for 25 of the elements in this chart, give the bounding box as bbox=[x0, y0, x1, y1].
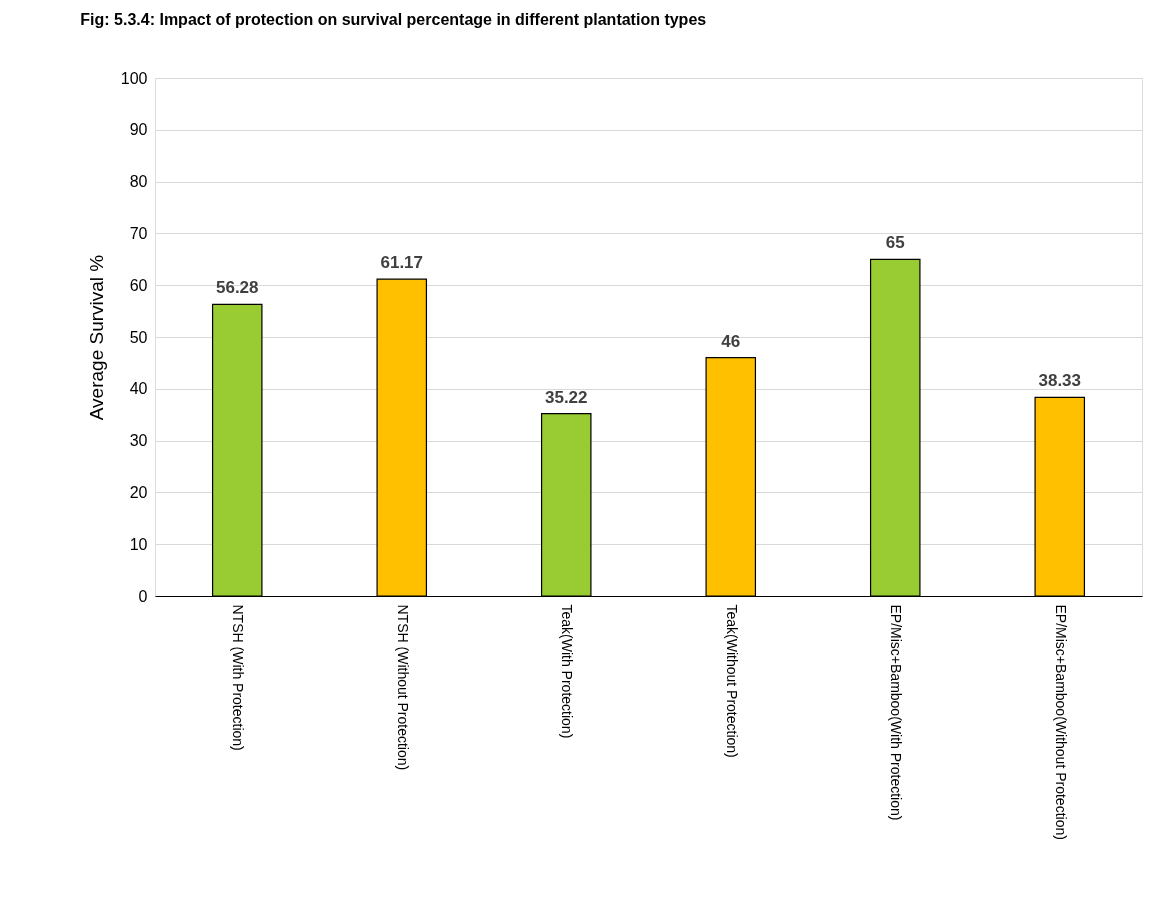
y-tick-label: 80 bbox=[129, 173, 148, 191]
y-tick-label: 0 bbox=[138, 587, 148, 605]
x-tick-label: NTSH (Without Protection) bbox=[394, 604, 411, 771]
data-label: 35.22 bbox=[544, 387, 588, 407]
x-tick-label: Teak(With Protection) bbox=[559, 604, 576, 739]
data-label: 65 bbox=[885, 233, 905, 253]
data-label: 56.28 bbox=[215, 278, 259, 298]
data-label: 61.17 bbox=[380, 253, 424, 273]
y-axis-title: Average Survival % bbox=[85, 254, 107, 421]
data-label: 46 bbox=[721, 331, 741, 351]
y-tick-label: 30 bbox=[129, 432, 148, 450]
x-tick-label: EP/Misc+Bamboo(Without Protection) bbox=[1052, 604, 1069, 840]
x-tick-label: EP/Misc+Bamboo(With Protection) bbox=[888, 604, 905, 821]
y-tick-label: 60 bbox=[129, 276, 148, 294]
y-tick-label: 100 bbox=[120, 69, 148, 87]
x-tick-label: Teak(Without Protection) bbox=[723, 604, 740, 758]
y-tick-label: 20 bbox=[129, 483, 148, 501]
x-tick-label: NTSH (With Protection) bbox=[230, 604, 247, 751]
data-label: 38.33 bbox=[1038, 371, 1082, 391]
y-tick-label: 70 bbox=[129, 224, 148, 242]
y-tick-label: 90 bbox=[129, 121, 148, 139]
y-tick-label: 50 bbox=[129, 328, 148, 346]
chart-title: Fig: 5.3.4: Impact of protection on survival percentage in different plantation types bbox=[80, 11, 707, 28]
y-tick-label: 40 bbox=[129, 380, 148, 398]
y-tick-label: 10 bbox=[129, 535, 148, 553]
